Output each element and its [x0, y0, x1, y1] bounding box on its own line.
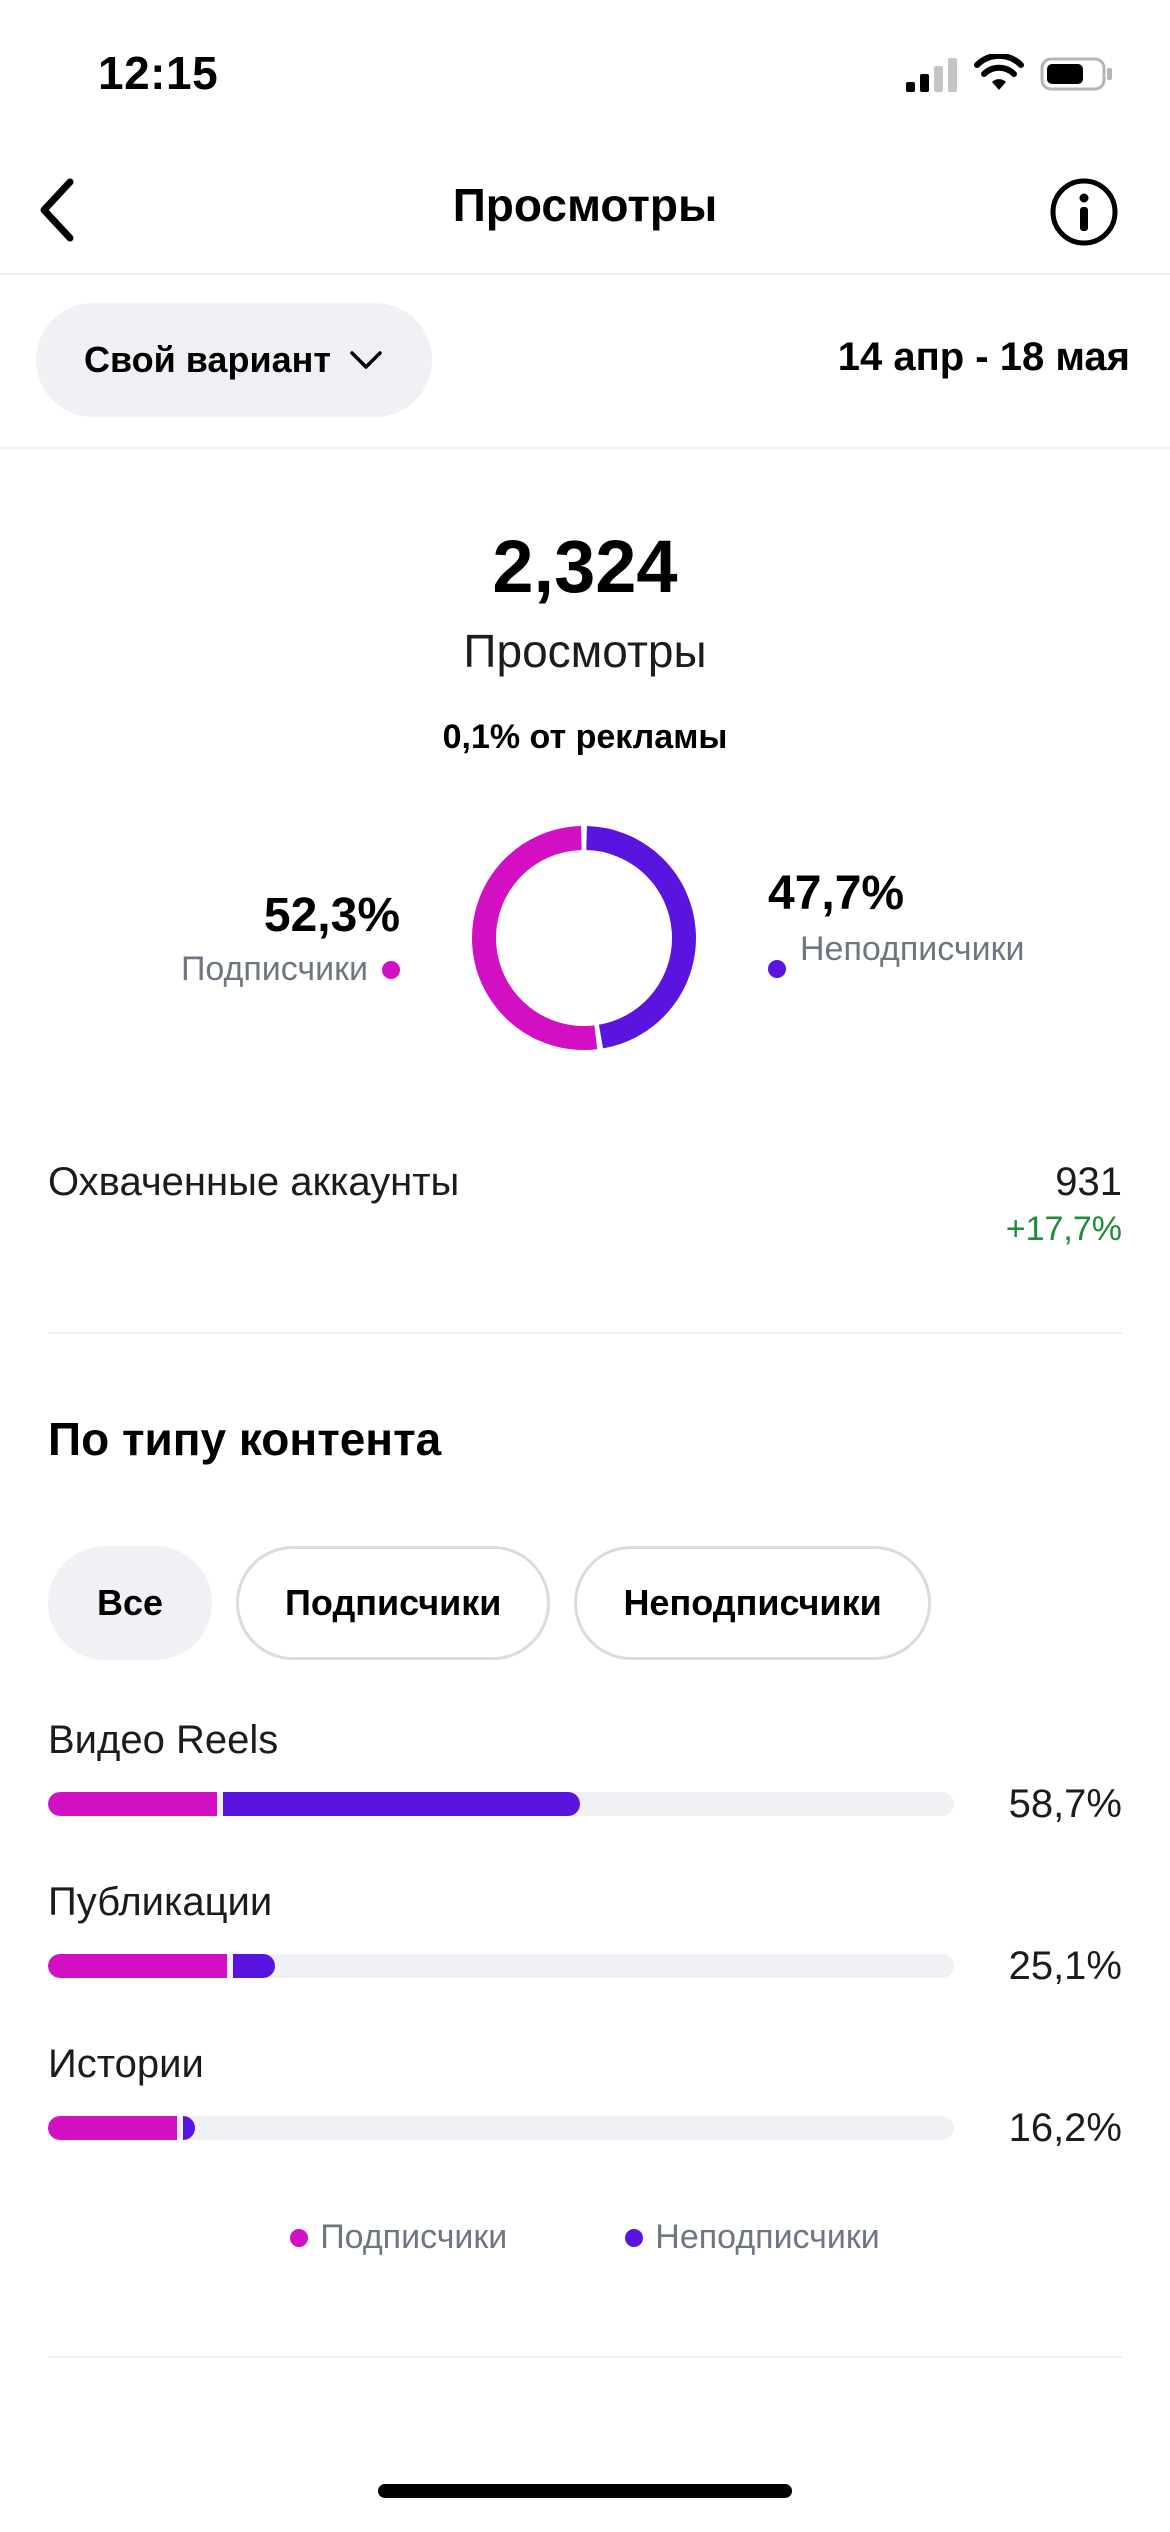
followers-dot	[382, 960, 400, 979]
content-row-value: 25,1%	[1008, 1944, 1122, 1988]
reached-accounts-value: 931	[1055, 1160, 1122, 1204]
followers-donut-chart	[472, 826, 696, 1050]
content-row-label: Видео Reels	[48, 1718, 279, 1762]
audience-chips: Все Подписчики Неподписчики	[48, 1546, 931, 1660]
chip-nonfollowers[interactable]: Неподписчики	[574, 1546, 931, 1660]
legend-nonfollowers: Неподписчики	[625, 2218, 880, 2257]
content-row-label: Истории	[48, 2042, 204, 2086]
followers-bar	[48, 2116, 177, 2140]
followers-percent: 52,3%	[263, 889, 400, 942]
legend-followers: Подписчики	[290, 2218, 507, 2257]
nonfollowers-legend: Неподписчики	[768, 928, 1028, 978]
reached-accounts-label: Охваченные аккаунты	[48, 1160, 460, 1204]
reached-accounts-change: +17,7%	[1005, 1210, 1122, 1248]
nonfollowers-bar	[233, 1954, 276, 1978]
chevron-left-icon	[40, 178, 74, 242]
content-row-value: 58,7%	[1008, 1782, 1122, 1826]
period-dropdown[interactable]: Свой вариант	[36, 303, 432, 417]
legend-followers-label: Подписчики	[320, 2218, 508, 2256]
followers-legend-label: Подписчики	[180, 950, 368, 988]
page-title: Просмотры	[452, 179, 718, 231]
ads-share-note: 0,1% от рекламы	[442, 718, 728, 756]
chip-all[interactable]: Все	[48, 1546, 213, 1660]
followers-bar	[48, 1954, 228, 1978]
followers-donut-segment	[472, 826, 598, 1050]
followers-bar	[48, 1792, 217, 1816]
nonfollowers-legend-label: Неподписчики	[800, 930, 1025, 968]
legend-nonfollowers-label: Неподписчики	[655, 2218, 880, 2256]
content-row-posts[interactable]: Публикации 25,1%	[48, 1880, 1122, 2000]
status-bar: 12:15	[0, 0, 1170, 150]
chevron-down-icon	[350, 351, 382, 369]
content-bar-track	[48, 1954, 954, 1978]
nonfollowers-dot	[625, 2228, 644, 2247]
info-icon[interactable]	[1048, 176, 1120, 248]
content-row-label: Публикации	[48, 1880, 273, 1924]
nonfollowers-donut-segment	[586, 826, 696, 1049]
content-row-stories[interactable]: Истории 16,2%	[48, 2042, 1122, 2162]
total-views-label: Просмотры	[463, 625, 707, 677]
wifi-icon	[974, 54, 1024, 90]
back-button[interactable]	[20, 174, 92, 246]
total-views-value: 2,324	[492, 525, 678, 608]
chip-followers[interactable]: Подписчики	[236, 1546, 551, 1660]
content-row-value: 16,2%	[1008, 2106, 1122, 2150]
nav-bar: Просмотры	[0, 150, 1170, 275]
content-bar-track	[48, 2116, 954, 2140]
nonfollowers-percent: 47,7%	[768, 867, 905, 920]
battery-icon	[1040, 57, 1112, 91]
bar-legend: Подписчики Неподписчики	[0, 2218, 1170, 2257]
followers-dot	[290, 2228, 309, 2247]
content-type-title: По типу контента	[48, 1413, 442, 1465]
date-range[interactable]: 14 апр - 18 мая	[837, 335, 1130, 379]
period-label: Свой вариант	[84, 339, 331, 380]
filter-row: Свой вариант 14 апр - 18 мая	[0, 277, 1170, 449]
followers-legend: Подписчики	[181, 950, 400, 989]
reached-accounts-row[interactable]: Охваченные аккаунты 931 +17,7%	[48, 1154, 1122, 1334]
nonfollowers-bar	[222, 1792, 580, 1816]
nonfollowers-bar	[182, 2116, 195, 2140]
home-indicator	[378, 2484, 792, 2498]
nonfollowers-dot	[768, 960, 786, 978]
divider	[48, 2356, 1122, 2358]
content-bar-track	[48, 1792, 954, 1816]
status-time: 12:15	[98, 47, 219, 99]
cellular-signal-icon	[906, 58, 957, 92]
content-row-reels[interactable]: Видео Reels 58,7%	[48, 1718, 1122, 1838]
